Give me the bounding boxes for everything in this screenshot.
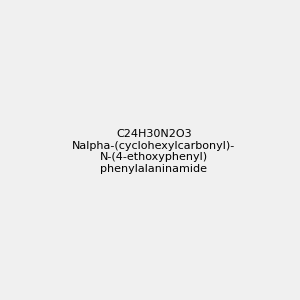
Text: C24H30N2O3
Nalpha-(cyclohexylcarbonyl)-
N-(4-ethoxyphenyl)
phenylalaninamide: C24H30N2O3 Nalpha-(cyclohexylcarbonyl)- … — [72, 129, 236, 174]
